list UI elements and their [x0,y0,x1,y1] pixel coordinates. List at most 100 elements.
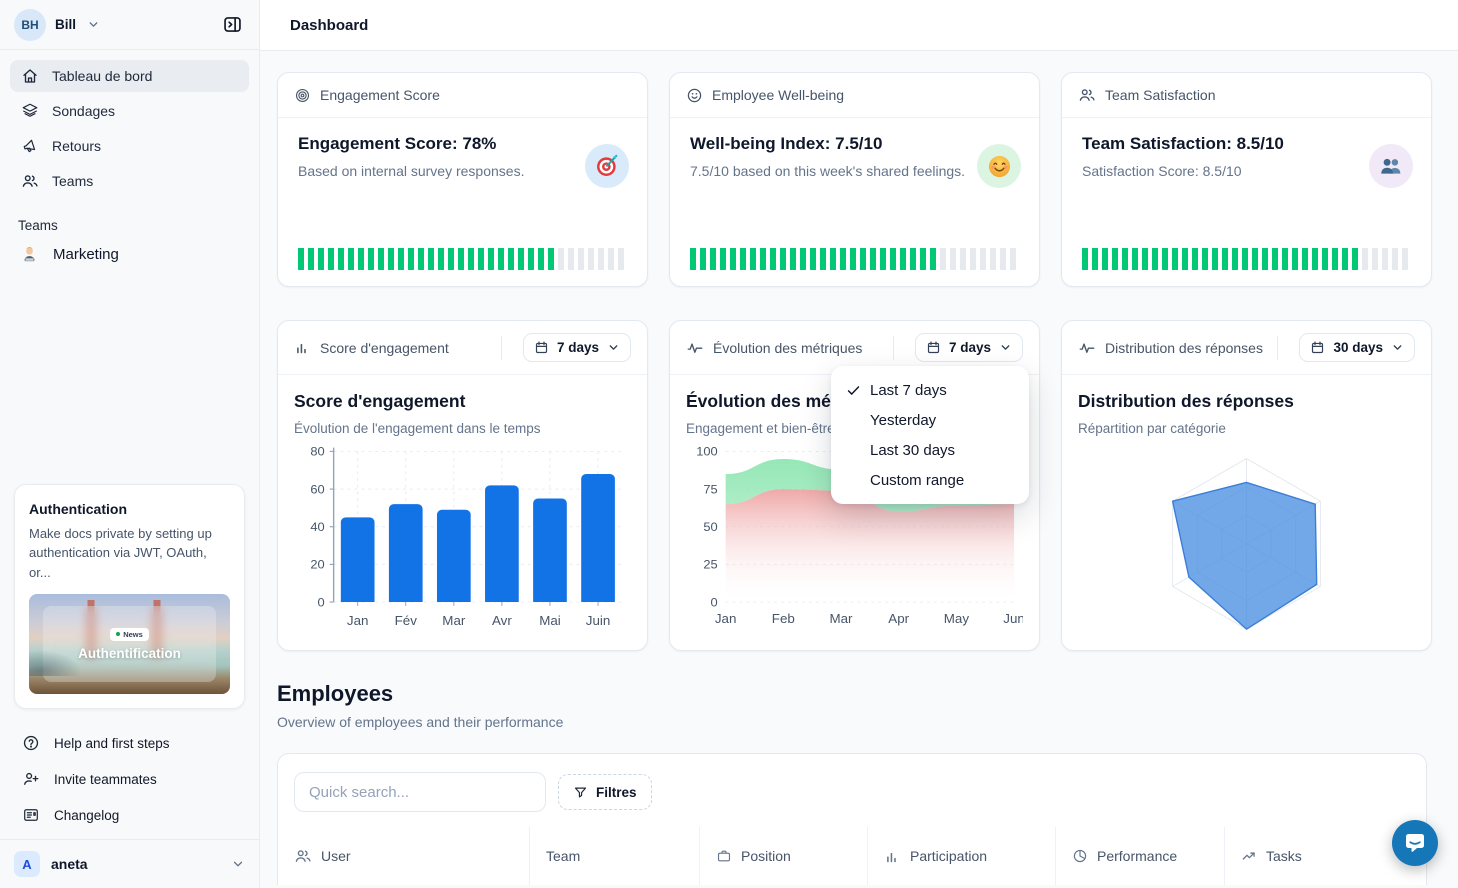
stat-card-body: Well-being Index: 7.5/10 7.5/10 based on … [670,118,1039,286]
column-header-team[interactable]: Team [529,827,699,885]
employees-table-card: Filtres UserTeamPositionParticipationPer… [277,753,1427,885]
workspace-switcher[interactable]: BH Bill [0,0,259,50]
column-header-performance[interactable]: Performance [1055,827,1224,885]
sidebar-nav: Tableau de bord Sondages Retours Teams [0,50,259,210]
svg-text:20: 20 [310,558,324,572]
sidebar-item-label: Sondages [52,103,116,119]
house-icon [21,67,39,85]
chart-title: Score d'engagement [294,391,466,411]
account-avatar: A [14,851,40,877]
svg-text:Fév: Fév [395,613,418,628]
stat-card-body: Team Satisfaction: 8.5/10 Satisfaction Sc… [1062,118,1431,286]
newspaper-icon [22,806,40,824]
chart-card-header: Distribution des réponses 30 days [1062,321,1431,375]
stat-card: Engagement Score Engagement Score: 78% Bas… [277,72,648,287]
users-icon [1078,86,1096,104]
pie-icon [1072,848,1088,864]
promo-image-overlay: News Authentification [43,606,216,682]
chart-card-body: Distribution des réponses Répartition par… [1062,375,1431,650]
svg-text:Avr: Avr [492,613,512,628]
menu-item-last-30-days[interactable]: Last 30 days [870,441,956,459]
chevron-down-icon [1391,341,1404,354]
chart-subtitle: Évolution de l'engagement dans le temps [294,421,541,436]
users-icon [21,172,39,190]
workspace-name: Bill [55,17,77,32]
sidebar-item-teams[interactable]: Teams [10,165,249,197]
search-input[interactable] [294,772,546,812]
sidebar-link-help-and-first-steps[interactable]: Help and first steps [14,725,245,761]
account-switcher[interactable]: A aneta [0,839,259,888]
stat-title: Engagement Score: 78% [298,134,497,153]
filters-button[interactable]: Filtres [558,774,652,810]
sidebar-collapse-icon[interactable] [219,12,245,38]
bar-chart-icon [294,339,311,356]
chevron-down-icon [87,18,100,31]
divider [500,335,502,360]
news-dot-icon [116,632,121,636]
sidebar-footer-links: Help and first steps Invite teammates Chan… [0,721,259,839]
calendar-icon [926,340,941,355]
busts-emoji-icon [1369,144,1413,188]
chat-launcher-button[interactable] [1392,820,1438,866]
technologist-emoji-icon [20,245,39,264]
account-name: aneta [51,856,88,872]
team-item-marketing[interactable]: Marketing [0,237,259,272]
menu-item-yesterday[interactable]: Yesterday [870,411,937,429]
sidebar-link-invite-teammates[interactable]: Invite teammates [14,761,245,797]
column-header-user[interactable]: User [278,827,529,885]
sidebar-item-label: Retours [52,138,102,154]
sidebar-item-label: Tableau de bord [52,68,153,84]
calendar-icon [1310,340,1325,355]
svg-text:75: 75 [703,483,717,497]
users-icon [294,847,312,865]
question-icon [22,734,40,752]
date-range-button[interactable]: 30 days [1299,333,1415,362]
column-header-position[interactable]: Position [699,827,867,885]
chart-card: Score d'engagement 7 days Score d'engageme… [277,320,648,651]
chart-card: Évolution des métriques 7 days Évolution d… [669,320,1040,651]
promo-description: Make docs private by setting up authenti… [29,525,212,580]
chart-cards-row: Score d'engagement 7 days Score d'engageme… [277,320,1441,651]
sidebar-item-label: Teams [52,173,94,189]
column-header-tasks[interactable]: Tasks [1224,827,1415,885]
svg-text:0: 0 [711,596,718,610]
employees-subtitle: Overview of employees and their performa… [277,714,564,730]
chevron-down-icon [999,341,1012,354]
svg-text:Mar: Mar [830,611,854,626]
svg-text:Jan: Jan [715,611,737,626]
sidebar-link-changelog[interactable]: Changelog [14,797,245,833]
sidebar-item-sondages[interactable]: Sondages [10,95,249,127]
page-title: Dashboard [290,16,369,34]
chart-title: Distribution des réponses [1078,391,1294,411]
date-range-button[interactable]: 7 days [914,333,1023,362]
stat-description: Based on internal survey responses. [298,163,525,179]
stat-title: Well-being Index: 7.5/10 [690,134,883,153]
stat-card-header: Engagement Score [278,73,647,118]
megaphone-icon [21,137,39,155]
authentication-promo-card[interactable]: Authentication Make docs private by sett… [14,483,245,709]
svg-text:May: May [944,611,970,626]
menu-item-custom-range[interactable]: Custom range [870,471,965,489]
progress-gauge [690,248,1019,270]
date-range-menu: Last 7 days Yesterday Last 30 days Custom r… [831,366,1029,504]
column-header-participation[interactable]: Participation [867,827,1055,885]
svg-text:80: 80 [310,445,324,459]
promo-image: News Authentification [29,594,230,694]
employees-title: Employees [277,681,394,706]
calendar-icon [534,340,549,355]
stat-description: 7.5/10 based on this week's shared feeli… [690,163,966,179]
smile-icon [686,87,703,104]
menu-item-last-7-days[interactable]: Last 7 days [831,375,1029,405]
progress-gauge [1082,248,1411,270]
sidebar-item-retours[interactable]: Retours [10,130,249,162]
stat-card-header: Team Satisfaction [1062,73,1431,118]
svg-text:40: 40 [310,520,324,534]
chart-plot: 0 20 40 60 80 Jan Fév Mar Avr Mai Juin [294,440,631,644]
svg-text:Mar: Mar [442,613,466,628]
page-header: Dashboard [260,0,1458,51]
activity-icon [1078,339,1096,357]
stat-description: Satisfaction Score: 8.5/10 [1082,163,1242,179]
sidebar-item-tableau-de-bord[interactable]: Tableau de bord [10,60,249,92]
svg-text:Mai: Mai [539,613,561,628]
date-range-button[interactable]: 7 days [522,333,631,362]
